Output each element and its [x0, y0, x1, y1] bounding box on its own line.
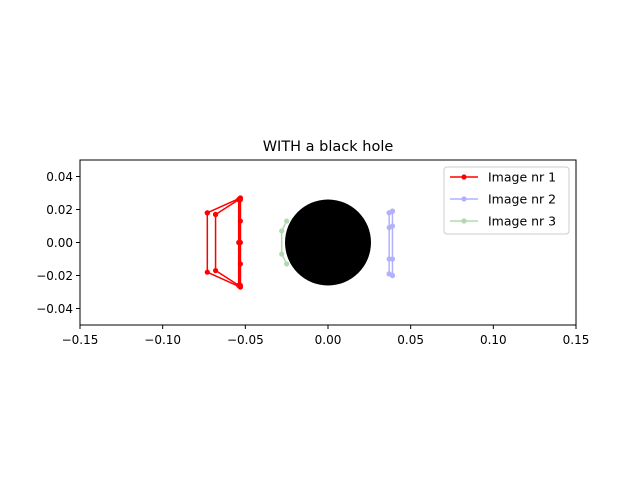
- x-tick-label: 0.05: [397, 333, 424, 347]
- series-2-point: [389, 208, 396, 214]
- series-2-point: [386, 271, 392, 277]
- series-2-point: [389, 208, 396, 214]
- legend-label: Image nr 1: [488, 170, 556, 185]
- legend-swatch-marker: [461, 174, 467, 180]
- legend-label: Image nr 2: [488, 192, 556, 207]
- legend: Image nr 1 Image nr 2 Image nr 3: [443, 166, 570, 235]
- black-hole: [285, 199, 371, 286]
- y-tick-label: −0.02: [36, 269, 73, 283]
- series-2: [386, 208, 396, 279]
- series-3-point: [279, 251, 285, 257]
- series-2-point: [386, 225, 392, 231]
- series-3: [279, 218, 290, 267]
- series-1-point: [236, 239, 242, 246]
- x-tick-label: 0.00: [315, 333, 342, 347]
- series-1-point: [236, 282, 242, 288]
- series-2-point: [389, 272, 396, 279]
- legend-label: Image nr 3: [488, 214, 556, 229]
- plot-area: [204, 195, 396, 290]
- series-1-point: [212, 267, 219, 274]
- series-1-point: [204, 210, 210, 216]
- series-3-line: [280, 220, 288, 265]
- series-2-point: [389, 272, 396, 279]
- series-2-point: [386, 271, 392, 277]
- series-2-point: [386, 210, 392, 216]
- x-axis: −0.15 −0.10 −0.05 0.00 0.05 0.10 0.15: [62, 325, 590, 347]
- series-2-point: [389, 223, 396, 229]
- y-axis: 0.04 0.02 0.00 −0.02 −0.04: [36, 170, 80, 316]
- x-tick-label: −0.05: [227, 333, 264, 347]
- series-1-point: [236, 197, 242, 203]
- series-3-point: [284, 218, 290, 224]
- series-2-point: [386, 210, 392, 216]
- series-1-point: [204, 269, 210, 275]
- y-tick-label: −0.04: [36, 302, 73, 316]
- x-tick-label: −0.15: [62, 333, 99, 347]
- series-layer: [204, 195, 396, 290]
- legend-swatch: [450, 218, 478, 224]
- x-tick-label: 0.10: [480, 333, 507, 347]
- series-2-line: [388, 210, 393, 214]
- series-1-point: [212, 211, 219, 218]
- legend-swatch: [450, 174, 478, 180]
- legend-entry-3: Image nr 3: [450, 214, 556, 229]
- legend-swatch-marker: [461, 218, 467, 224]
- series-3-point: [279, 228, 285, 234]
- legend-entries: Image nr 1 Image nr 2 Image nr 3: [450, 170, 556, 229]
- series-3-point: [284, 261, 290, 267]
- legend-entry-1: Image nr 1: [450, 170, 556, 185]
- y-tick-label: 0.04: [46, 170, 73, 184]
- series-1: [204, 195, 243, 290]
- series-2-line: [388, 273, 393, 277]
- legend-box: [443, 166, 570, 235]
- chart-title: WITH a black hole: [263, 139, 394, 155]
- y-tick-label: 0.00: [46, 236, 73, 250]
- x-tick-label: −0.10: [144, 333, 181, 347]
- x-tick-label: 0.15: [563, 333, 590, 347]
- series-2-point: [386, 256, 392, 262]
- y-tick-label: 0.02: [46, 203, 73, 217]
- series-2-point: [389, 256, 396, 262]
- legend-swatch-marker: [461, 196, 467, 202]
- legend-entry-2: Image nr 2: [450, 192, 556, 207]
- legend-swatch: [450, 196, 478, 202]
